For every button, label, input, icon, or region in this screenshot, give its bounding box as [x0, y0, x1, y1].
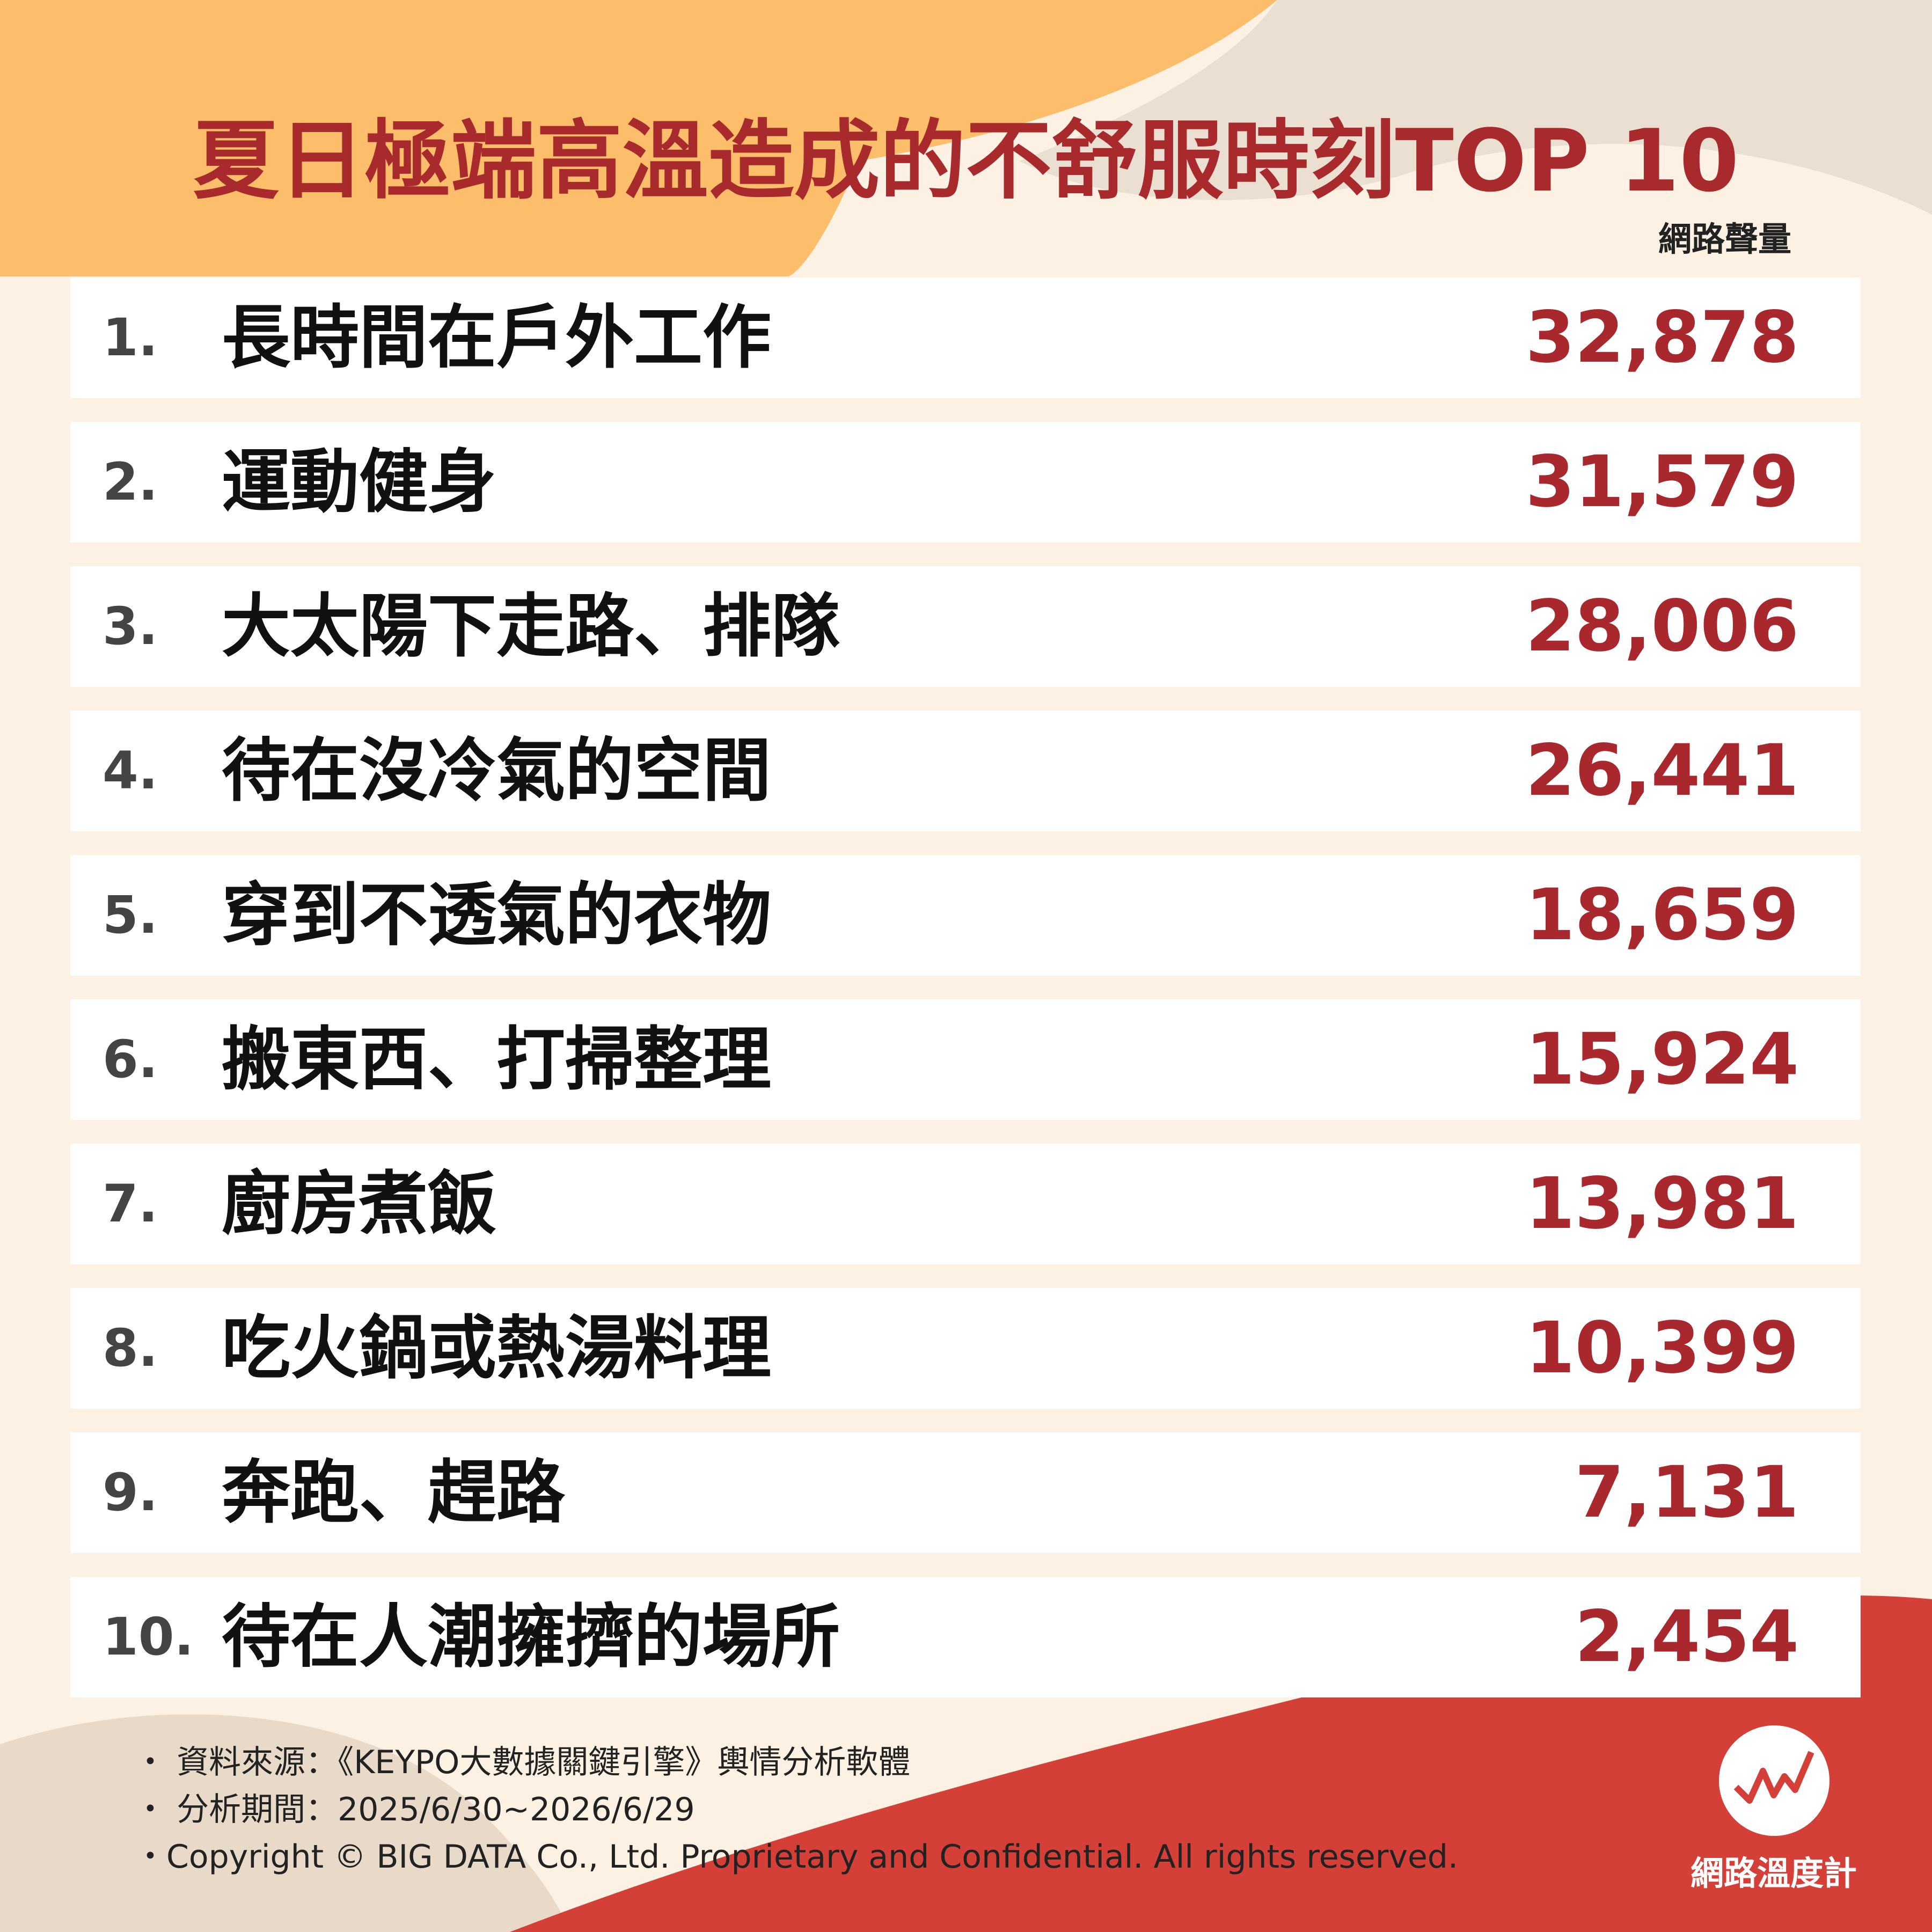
volume-value: 2,454 — [1575, 1596, 1799, 1678]
orange-blob — [0, 0, 1277, 276]
rank: 7. — [103, 1174, 158, 1234]
rank: 9. — [103, 1462, 158, 1523]
rank: 1. — [103, 308, 158, 368]
footer-note: ・ 資料來源：《KEYPO大數據關鍵引擎》輿情分析軟體 — [134, 1744, 911, 1781]
volume-value: 31,579 — [1525, 441, 1799, 523]
volume-value: 7,131 — [1575, 1451, 1799, 1534]
footer-note: ・ 分析期間：2025/6/30~2026/6/29 — [134, 1791, 695, 1828]
row: 1. 長時間在戶外工作 32,878 — [70, 277, 1861, 398]
row: 2. 運動健身 31,579 — [70, 422, 1861, 543]
item-label: 穿到不透氣的衣物 — [222, 875, 772, 955]
beige-blob-bottom — [0, 1714, 569, 1932]
row: 3. 大太陽下走路、排隊 28,006 — [70, 566, 1861, 687]
rank: 6. — [103, 1029, 158, 1089]
rank: 2. — [103, 452, 158, 512]
row: 4. 待在沒冷氣的空間 26,441 — [70, 711, 1861, 831]
row: 10. 待在人潮擁擠的場所 2,454 — [70, 1577, 1861, 1697]
volume-value: 18,659 — [1525, 874, 1799, 956]
item-label: 待在人潮擁擠的場所 — [222, 1597, 840, 1677]
logo-text: 網路溫度計 — [1690, 1854, 1857, 1893]
volume-value: 26,441 — [1525, 729, 1799, 812]
beige-blob — [1020, 0, 1932, 215]
volume-value: 13,981 — [1525, 1162, 1799, 1245]
item-label: 奔跑、趕路 — [222, 1453, 566, 1533]
logo-icon — [1733, 1751, 1814, 1804]
row: 5. 穿到不透氣的衣物 18,659 — [70, 855, 1861, 976]
item-label: 搬東西、打掃整理 — [222, 1020, 772, 1100]
row: 8. 吃火鍋或熱湯料理 10,399 — [70, 1288, 1861, 1409]
row: 7. 廚房煮飯 13,981 — [70, 1144, 1861, 1264]
logo-circle — [1719, 1725, 1829, 1836]
footer-note: ・Copyright © BIG DATA Co., Ltd. Propriet… — [134, 1838, 1459, 1876]
volume-value: 28,006 — [1525, 585, 1799, 668]
rank: 10. — [103, 1607, 194, 1667]
title: 夏日極端高溫造成的不舒服時刻TOP 10 — [193, 111, 1739, 211]
rank: 4. — [103, 741, 158, 801]
volume-value: 15,924 — [1525, 1018, 1799, 1101]
item-label: 運動健身 — [222, 442, 497, 522]
rank: 5. — [103, 885, 158, 945]
volume-value: 10,399 — [1525, 1307, 1799, 1389]
item-label: 長時間在戶外工作 — [222, 298, 772, 378]
item-label: 大太陽下走路、排隊 — [222, 587, 840, 667]
rank: 8. — [103, 1318, 158, 1378]
volume-value: 32,878 — [1525, 296, 1799, 379]
unit-label: 網路聲量 — [1658, 219, 1791, 259]
item-label: 廚房煮飯 — [222, 1164, 497, 1244]
row: 9. 奔跑、趕路 7,131 — [70, 1432, 1861, 1553]
rank: 3. — [103, 596, 158, 656]
item-label: 待在沒冷氣的空間 — [222, 731, 772, 811]
row: 6. 搬東西、打掃整理 15,924 — [70, 999, 1861, 1120]
item-label: 吃火鍋或熱湯料理 — [222, 1308, 772, 1388]
